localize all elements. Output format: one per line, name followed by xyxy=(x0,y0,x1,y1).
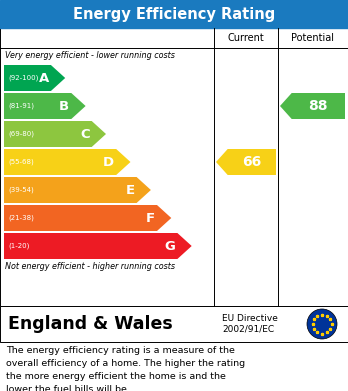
Text: (92-100): (92-100) xyxy=(8,75,38,81)
Text: (55-68): (55-68) xyxy=(8,159,34,165)
Polygon shape xyxy=(216,149,276,175)
Text: (39-54): (39-54) xyxy=(8,187,34,193)
Polygon shape xyxy=(4,149,130,175)
Text: The energy efficiency rating is a measure of the
overall efficiency of a home. T: The energy efficiency rating is a measur… xyxy=(6,346,245,391)
Text: E: E xyxy=(126,183,135,197)
Circle shape xyxy=(307,309,337,339)
Text: Potential: Potential xyxy=(292,33,334,43)
Text: A: A xyxy=(39,72,49,84)
Bar xyxy=(0,306,348,342)
Text: Very energy efficient - lower running costs: Very energy efficient - lower running co… xyxy=(5,51,175,60)
Text: F: F xyxy=(146,212,155,224)
Polygon shape xyxy=(4,93,86,119)
Text: (21-38): (21-38) xyxy=(8,215,34,221)
Bar xyxy=(0,0,348,28)
Bar xyxy=(0,28,348,306)
Polygon shape xyxy=(280,93,345,119)
Polygon shape xyxy=(4,121,106,147)
Text: Energy Efficiency Rating: Energy Efficiency Rating xyxy=(73,7,275,22)
Text: C: C xyxy=(80,127,90,140)
Text: 66: 66 xyxy=(242,155,261,169)
Text: 88: 88 xyxy=(309,99,328,113)
Polygon shape xyxy=(4,205,171,231)
Text: (1-20): (1-20) xyxy=(8,243,29,249)
Text: D: D xyxy=(103,156,114,169)
Text: B: B xyxy=(59,99,69,113)
Polygon shape xyxy=(4,177,151,203)
Polygon shape xyxy=(4,233,192,259)
Text: Current: Current xyxy=(228,33,264,43)
Text: G: G xyxy=(165,240,175,253)
Text: EU Directive
2002/91/EC: EU Directive 2002/91/EC xyxy=(222,314,278,334)
Text: (81-91): (81-91) xyxy=(8,103,34,109)
Text: Not energy efficient - higher running costs: Not energy efficient - higher running co… xyxy=(5,262,175,271)
Text: (69-80): (69-80) xyxy=(8,131,34,137)
Polygon shape xyxy=(4,65,65,91)
Text: England & Wales: England & Wales xyxy=(8,315,173,333)
